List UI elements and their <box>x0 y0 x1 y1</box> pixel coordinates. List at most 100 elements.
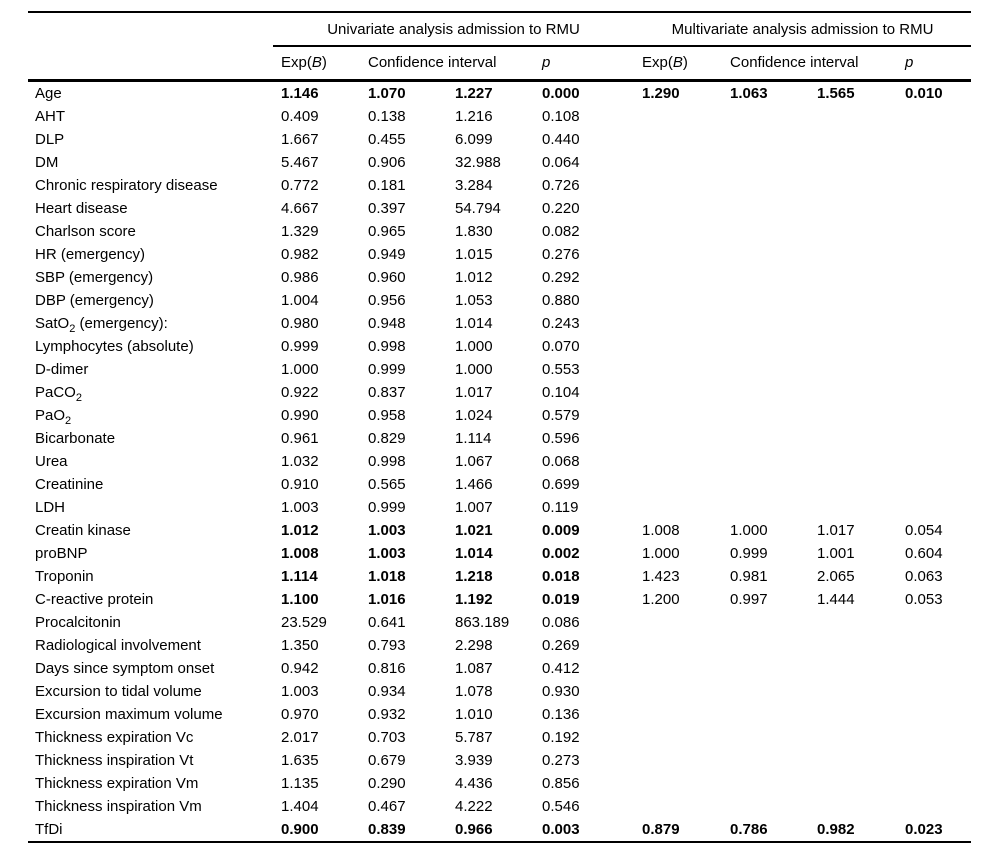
uni-ci-upper: 54.794 <box>455 199 501 217</box>
uni-p-value: 0.104 <box>542 383 580 401</box>
row-label: LDH <box>35 498 66 516</box>
multi-ci-lower <box>722 749 809 772</box>
uni-ci-lower: 0.998 <box>368 452 406 470</box>
multi-exp-b <box>634 795 722 818</box>
table-row: Procalcitonin 23.529 0.641 863.189 0.086 <box>28 611 971 634</box>
uni-p-value: 0.119 <box>542 498 579 516</box>
table-row: Age 1.146 1.070 1.227 0.000 1.290 1.063 1.565 0.… <box>28 80 971 105</box>
multi-ci-upper <box>809 657 897 680</box>
uni-p-value: 0.018 <box>542 567 580 585</box>
uni-exp-b: 1.004 <box>281 291 319 309</box>
multi-p-value <box>897 243 971 266</box>
multi-exp-b <box>634 197 722 220</box>
column-header-row: Exp(B) Confidence interval p Exp(B) Conf… <box>28 46 972 82</box>
multi-ci-lower <box>722 358 809 381</box>
table-row: TfDi 0.900 0.839 0.966 0.003 0.879 0.786 0.982 0… <box>28 818 971 842</box>
exp-b-close: ) <box>682 54 688 72</box>
multi-p-value <box>897 312 971 335</box>
multi-exp-b: 0.879 <box>642 820 680 838</box>
multi-exp-b <box>634 243 722 266</box>
uni-exp-b: 0.999 <box>281 337 319 355</box>
multi-exp-b <box>634 404 722 427</box>
multi-p-value <box>897 473 971 496</box>
multi-p-value: 0.023 <box>905 820 943 838</box>
multi-p-value <box>897 358 971 381</box>
multi-p-value <box>897 795 971 818</box>
uni-ci-upper: 863.189 <box>455 613 510 631</box>
uni-p-value: 0.412 <box>542 659 580 677</box>
uni-ci-upper: 5.787 <box>455 728 493 746</box>
uni-p-value: 0.192 <box>542 728 580 746</box>
table-row: Excursion to tidal volume 1.003 0.934 1.078… <box>28 680 971 703</box>
table-row: SBP (emergency) 0.986 0.960 1.012 0.292 <box>28 266 971 289</box>
multi-exp-b <box>634 680 722 703</box>
table-row: Urea 1.032 0.998 1.067 0.068 <box>28 450 971 473</box>
uni-ci-upper: 1.024 <box>455 406 493 424</box>
exp-b-italic: B <box>672 54 683 72</box>
multi-ci-lower <box>722 726 809 749</box>
multi-p-value: 0.053 <box>905 590 943 608</box>
exp-b-text: Exp( <box>642 54 673 72</box>
uni-ci-upper: 1.466 <box>455 475 493 493</box>
multi-ci-upper <box>809 450 897 473</box>
uni-p-value: 0.136 <box>542 705 580 723</box>
multi-p-value <box>897 772 971 795</box>
multi-exp-b: 1.008 <box>642 521 680 539</box>
uni-exp-b: 0.982 <box>281 245 319 263</box>
group-header-univariate: Univariate analysis admission to RMU <box>273 12 635 47</box>
multi-exp-b: 1.290 <box>642 84 680 102</box>
subscript: 2 <box>69 322 76 335</box>
multi-p-value <box>897 174 971 197</box>
multi-exp-b <box>634 657 722 680</box>
multi-exp-b <box>634 473 722 496</box>
multi-exp-b <box>634 427 722 450</box>
multi-ci-lower <box>722 680 809 703</box>
multi-p-value <box>897 450 971 473</box>
uni-ci-upper: 0.966 <box>455 820 493 838</box>
multi-ci-upper <box>809 473 897 496</box>
multi-exp-b <box>634 358 722 381</box>
uni-exp-b: 0.990 <box>281 406 319 424</box>
multi-ci-lower: 0.999 <box>730 544 768 562</box>
uni-exp-b: 0.970 <box>281 705 319 723</box>
uni-p-value: 0.064 <box>542 153 580 171</box>
exp-b-italic: B <box>311 54 322 72</box>
multi-ci-lower <box>722 795 809 818</box>
uni-p-value: 0.086 <box>542 613 580 631</box>
uni-ci-lower: 0.641 <box>368 613 406 631</box>
multi-ci-lower <box>722 381 809 404</box>
row-label: PaO2 <box>35 406 72 427</box>
table-body: Age 1.146 1.070 1.227 0.000 1.290 1.063 1.565 0.… <box>28 80 971 842</box>
uni-exp-b: 1.012 <box>281 521 319 539</box>
uni-ci-lower: 0.829 <box>368 429 406 447</box>
multi-ci-lower: 1.063 <box>730 84 768 102</box>
uni-ci-lower: 0.138 <box>368 107 406 125</box>
multi-ci-upper <box>809 427 897 450</box>
multi-ci-lower <box>722 312 809 335</box>
uni-ci-lower: 0.934 <box>368 682 406 700</box>
row-label: Urea <box>35 452 68 470</box>
multi-exp-b <box>634 312 722 335</box>
exp-b-text: Exp( <box>281 54 312 72</box>
multi-p-value <box>897 197 971 220</box>
uni-ci-upper: 1.012 <box>455 268 493 286</box>
uni-ci-upper: 1.216 <box>455 107 493 125</box>
uni-exp-b: 1.329 <box>281 222 319 240</box>
uni-p-value: 0.002 <box>542 544 580 562</box>
table-row: Creatinine 0.910 0.565 1.466 0.699 <box>28 473 971 496</box>
uni-exp-b: 23.529 <box>281 613 327 631</box>
uni-ci-upper: 1.192 <box>455 590 493 608</box>
uni-ci-upper: 4.222 <box>455 797 493 815</box>
uni-ci-lower: 0.467 <box>368 797 406 815</box>
uni-exp-b: 1.032 <box>281 452 319 470</box>
uni-ci-upper: 1.087 <box>455 659 493 677</box>
table-row: proBNP 1.008 1.003 1.014 0.002 1.000 0.999 1.00… <box>28 542 971 565</box>
table-row: Radiological involvement 1.350 0.793 2.298 0… <box>28 634 971 657</box>
uni-exp-b: 1.114 <box>281 567 318 585</box>
uni-ci-upper: 1.218 <box>455 567 493 585</box>
multi-exp-b <box>634 634 722 657</box>
multi-exp-b: 1.200 <box>642 590 680 608</box>
subscript: 2 <box>65 414 72 427</box>
row-label: Creatin kinase <box>35 521 131 539</box>
subscript: 2 <box>75 391 82 404</box>
